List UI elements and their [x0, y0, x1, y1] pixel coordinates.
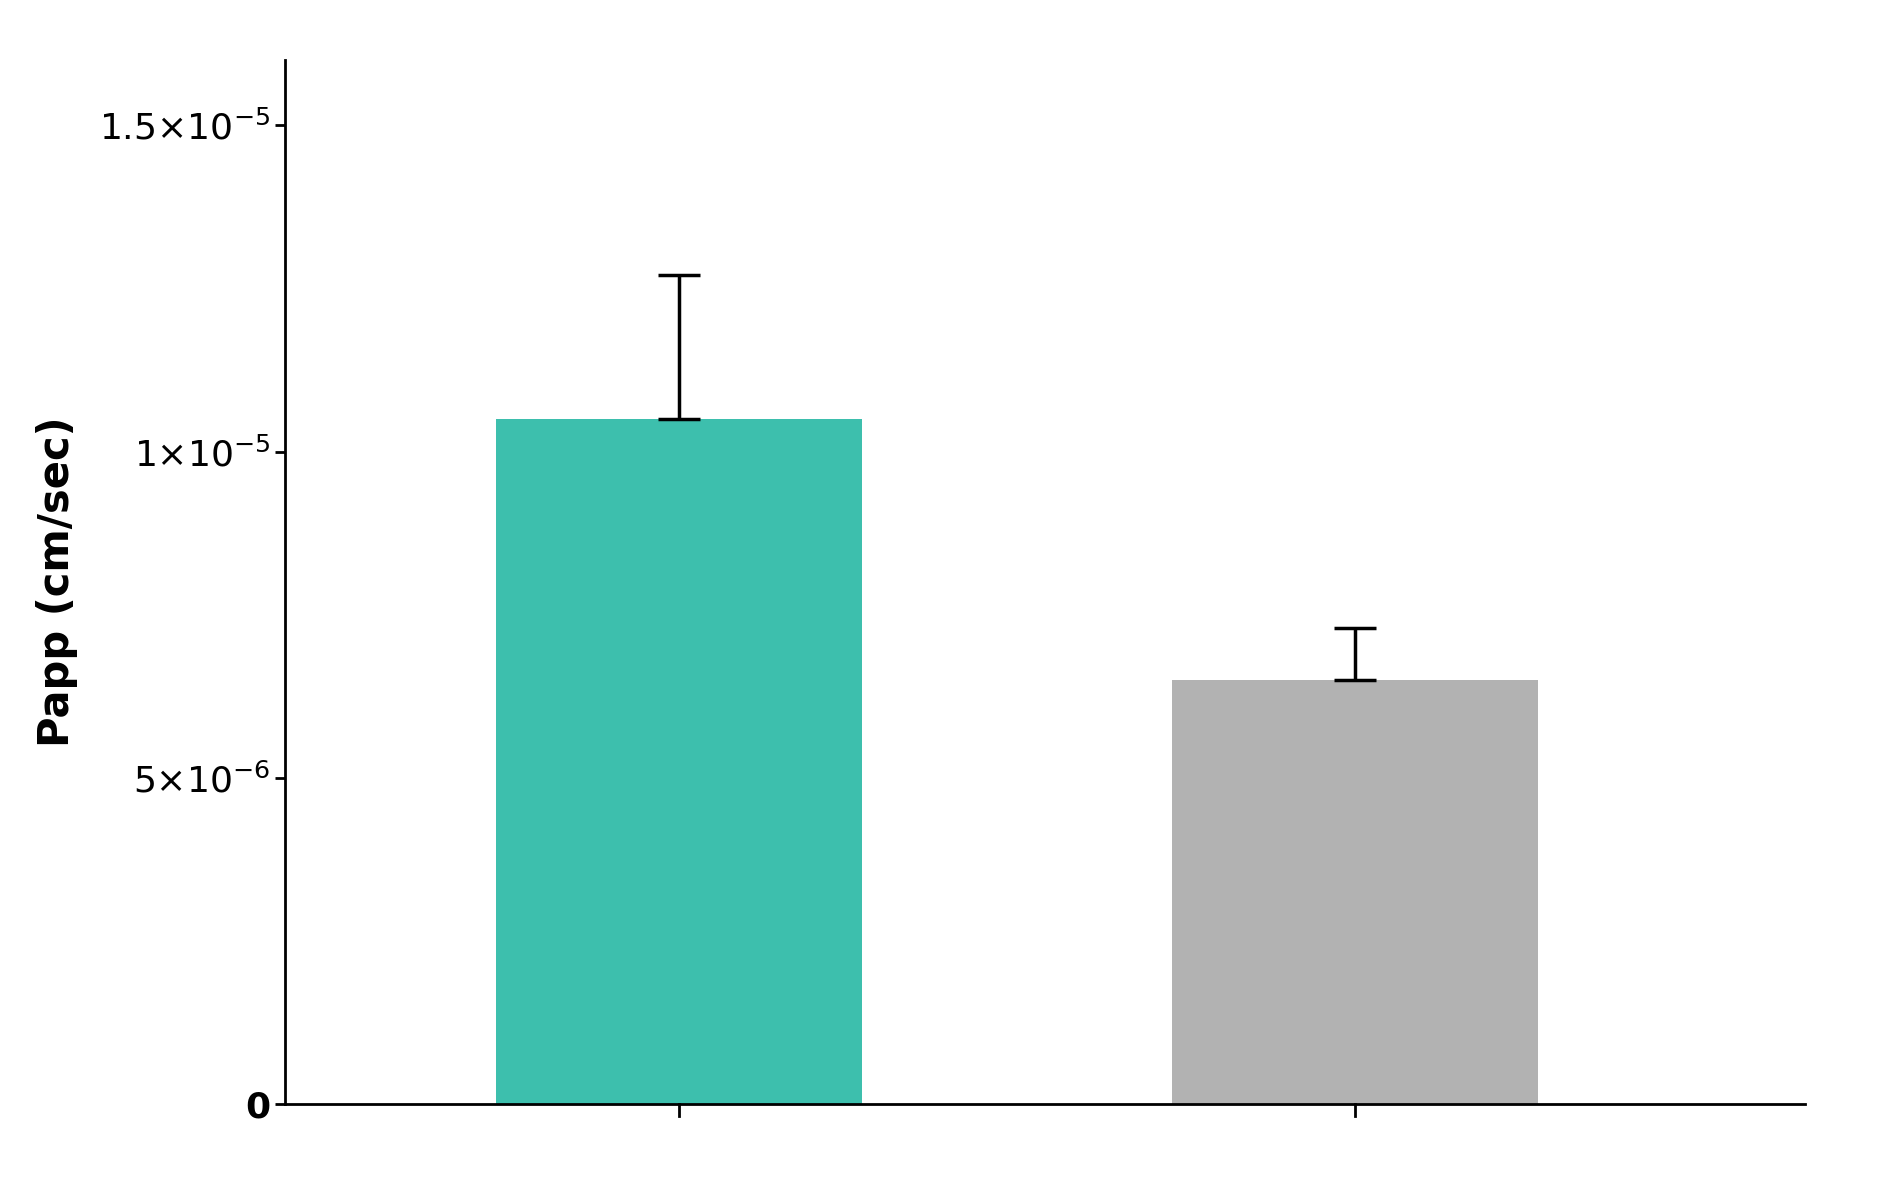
Bar — [1172, 680, 1537, 1104]
Y-axis label: Papp (cm/sec): Papp (cm/sec) — [36, 416, 78, 748]
Bar — [496, 419, 863, 1104]
